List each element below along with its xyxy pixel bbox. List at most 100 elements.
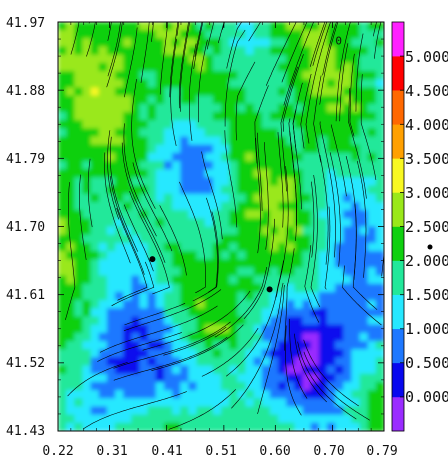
heat-cell [98,251,108,260]
heat-cell [261,283,271,293]
heat-cell [106,226,116,236]
heat-cell [204,381,214,391]
heat-cell [343,210,352,219]
heat-cell [66,136,75,146]
heat-cell [188,71,198,80]
heat-cell [131,324,141,334]
heat-cell [180,406,189,416]
heat-cell [294,177,304,187]
heat-cell [82,62,92,72]
heat-cell [163,30,173,39]
heat-cell [253,95,263,105]
heat-cell [188,308,198,318]
heat-cell [172,79,181,89]
heat-cell [188,79,198,89]
heat-cell [237,349,247,358]
heat-cell [326,291,336,301]
heat-cell [245,226,255,236]
heat-cell [188,357,198,367]
heat-cell [302,414,312,424]
heat-cell [318,316,328,326]
heat-cell [318,275,328,285]
streamline [201,327,259,377]
heat-cell [82,152,92,162]
heat-cell [123,324,132,334]
heat-cell [221,193,230,203]
heat-cell [204,283,214,293]
heat-cell [229,22,238,31]
heat-cell [106,316,116,326]
heat-cell [196,95,206,105]
heat-cell [106,185,116,195]
heat-cell [196,234,206,244]
heat-cell [155,398,165,408]
heat-cell [172,251,181,260]
heat-cell [188,267,198,277]
heat-cell [310,267,320,277]
streamline [280,66,298,192]
streamline [107,130,120,220]
heat-cell [310,259,320,268]
heat-cell [204,422,214,431]
heat-cell [82,398,92,408]
heat-cell [253,275,263,285]
heat-cell [286,251,295,260]
heat-cell [66,251,75,260]
heat-cell [131,210,141,219]
heat-cell [335,357,344,367]
colorbar-tick-label: 1.000 [405,320,448,338]
heat-cell [155,414,165,424]
heat-cell [269,169,279,179]
heat-cell [147,128,157,138]
streamline [264,142,269,250]
heat-cell [204,300,214,309]
heat-cell [294,251,304,260]
heat-cell [66,398,75,408]
heat-cell [204,54,214,64]
heat-cell [131,185,141,195]
heat-cell [180,414,189,424]
heat-cell [74,218,84,228]
heat-cell [261,201,271,211]
heat-cell [302,242,312,252]
heat-cell [155,177,165,187]
heat-cell [269,259,279,268]
heat-cell [172,275,181,285]
streamline [193,22,204,69]
heat-cell [269,357,279,367]
heat-cell [123,357,132,367]
streamline [292,109,302,210]
heat-cell [359,185,369,195]
heat-cell [212,46,222,56]
heat-cell [335,210,344,219]
heat-cell [90,201,100,211]
heat-cell [237,128,247,138]
heat-cell [188,185,198,195]
heat-cell [147,291,157,301]
heat-cell [58,185,67,195]
heat-cell [123,128,132,138]
heat-cell [326,144,336,154]
heat-cell [172,324,181,334]
heat-cell [66,169,75,179]
heat-cell [98,234,108,244]
heat-cell [229,54,238,64]
heat-cell [375,275,384,285]
heat-cell [318,422,328,431]
heat-cell [82,193,92,203]
heat-cell [123,381,132,391]
heat-cell [310,242,320,252]
heat-cell [163,308,173,318]
heat-cell [229,144,238,154]
heat-cell [66,226,75,236]
heat-cell [253,30,263,39]
heat-cell [131,275,141,285]
heat-cell [115,291,124,301]
heat-cell [82,54,92,64]
heat-cell [261,210,271,219]
heat-cell [82,30,92,39]
heat-cell [261,406,271,416]
heat-cell [163,136,173,146]
streamline [176,22,180,36]
heat-cell [98,316,108,326]
